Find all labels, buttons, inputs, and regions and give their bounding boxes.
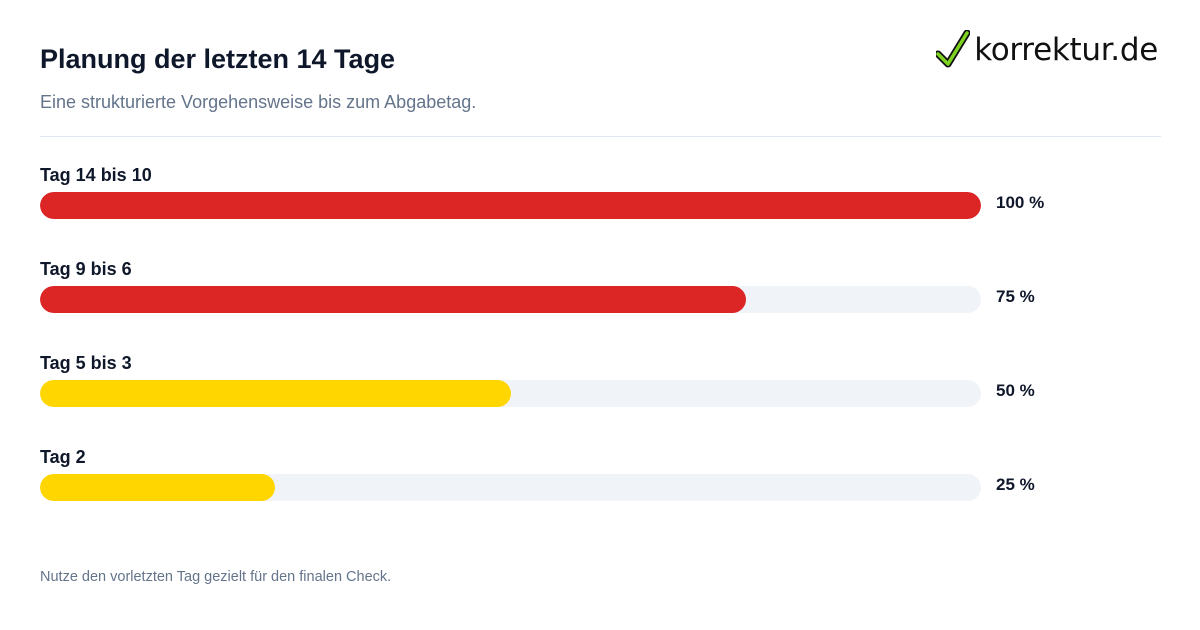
bar-track	[40, 286, 981, 313]
bar-track	[40, 192, 981, 219]
bar	[40, 286, 746, 313]
bar-value-label: 50 %	[996, 381, 1035, 400]
bar-label: Tag 5 bis 3	[40, 353, 132, 373]
bar-value-label: 25 %	[996, 475, 1035, 494]
bar	[40, 380, 511, 407]
bar-track	[40, 380, 981, 407]
bar-label: Tag 9 bis 6	[40, 259, 132, 279]
chart-subtitle: Eine strukturierte Vorgehensweise bis zu…	[40, 92, 477, 112]
bar	[40, 192, 981, 219]
brand-logo: korrektur.de	[936, 30, 1158, 70]
chart-title: Planung der letzten 14 Tage	[40, 44, 396, 74]
bar-label: Tag 14 bis 10	[40, 165, 152, 185]
header-divider	[40, 136, 1161, 137]
bar	[40, 474, 276, 501]
footnote: Nutze den vorletzten Tag gezielt für den…	[40, 569, 392, 585]
bar-value-label: 100 %	[996, 193, 1045, 212]
bar-track	[40, 474, 981, 501]
bar-value-label: 75 %	[996, 287, 1035, 306]
brand-logo-text: korrektur.de	[974, 31, 1158, 68]
checkmark-icon	[936, 30, 971, 68]
bar-label: Tag 2	[40, 447, 86, 467]
